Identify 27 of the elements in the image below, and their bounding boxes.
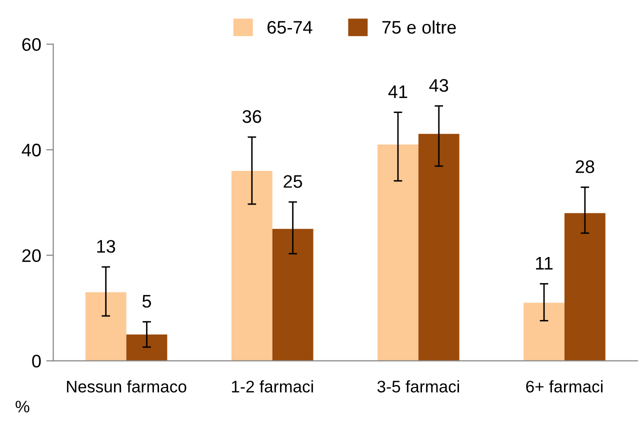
- data-label: 43: [429, 79, 448, 92]
- y-tick-label: 40: [22, 144, 41, 156]
- bar: [378, 144, 418, 361]
- data-label: 41: [388, 86, 408, 98]
- data-label: 13: [97, 240, 116, 253]
- y-tick-label: 20: [22, 249, 41, 262]
- data-label: 36: [242, 110, 262, 123]
- y-tick-label: 0: [32, 354, 41, 368]
- data-label: 28: [576, 160, 594, 174]
- y-tick-label: 60: [22, 38, 41, 51]
- y-axis-title: %: [16, 400, 30, 412]
- bar: [564, 213, 606, 361]
- bar: [126, 334, 168, 361]
- bar: [272, 228, 314, 361]
- data-label: 5: [142, 295, 152, 308]
- bar: [524, 302, 564, 361]
- legend-label: 65-74: [268, 20, 312, 34]
- x-tick-label: 1-2 farmaci: [232, 380, 313, 393]
- x-tick-label: 6+ farmaci: [526, 380, 602, 393]
- bar: [418, 134, 460, 361]
- x-tick-label: 3-5 farmaci: [377, 380, 459, 393]
- bar: [231, 170, 272, 361]
- data-label: 11: [536, 257, 553, 270]
- x-tick-label: Nessun farmaco: [67, 380, 186, 393]
- bar: [85, 292, 126, 361]
- legend-label: 75 e oltre: [382, 20, 456, 34]
- data-label: 25: [284, 175, 302, 188]
